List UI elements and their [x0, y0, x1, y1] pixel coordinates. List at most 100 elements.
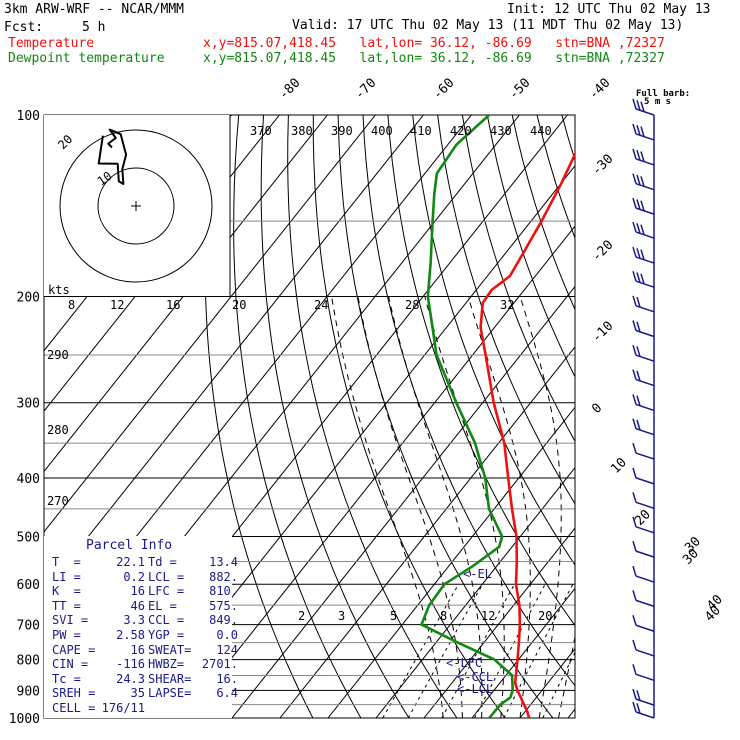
wind-barb-flag	[632, 197, 637, 209]
wind-barb	[632, 173, 655, 191]
dry-adiabat-line	[561, 115, 575, 162]
wind-barb-flag	[632, 394, 637, 405]
isotherm-label: -30	[589, 152, 616, 179]
dry-adiabat-line	[260, 115, 410, 718]
parcel-param-label: HWBZ=	[148, 657, 185, 672]
hodograph-ring	[59, 129, 213, 283]
parcel-info-row: T = 22.1 Td = 13.4	[52, 555, 238, 569]
parcel-info-title: Parcel Info	[86, 538, 173, 553]
wind-barb-shaft	[635, 207, 655, 215]
parcel-param-label: K =	[52, 584, 81, 599]
theta-label: 380	[291, 124, 313, 138]
wind-barb-shaft	[635, 280, 655, 288]
wind-barb-flag	[632, 270, 637, 282]
isotherm-line	[471, 587, 575, 718]
wind-barb-shaft	[635, 501, 655, 510]
wind-barb	[632, 701, 655, 719]
parcel-param-label: LI =	[52, 569, 81, 584]
parcel-param-value: 6.4	[216, 686, 238, 701]
theta-label: 370	[250, 124, 272, 138]
parcel-param-label: LCL =	[148, 569, 185, 584]
wind-barb-flag	[632, 701, 637, 713]
wind-barb-flag	[632, 221, 637, 233]
parcel-param-label: LFC =	[148, 584, 185, 599]
wind-barb	[632, 492, 655, 510]
forecast-label: Fcst:	[4, 20, 44, 35]
parcel-param-label: CAPE =	[52, 642, 96, 657]
wind-barb-flag	[636, 346, 641, 357]
pressure-tick-label: 1000	[9, 712, 40, 727]
wind-barb-flag	[632, 492, 637, 503]
wind-barb-flag	[636, 174, 641, 186]
temperature-location: x,y=815.07,418.45 lat,lon= 36.12, -86.69…	[203, 36, 665, 51]
parcel-info-row: CELL = 176/11	[52, 701, 238, 715]
wind-barb-shaft	[635, 158, 655, 166]
wind-barb	[632, 197, 655, 215]
wind-barb-shaft	[635, 329, 655, 338]
mixing-ratio-label: 12	[110, 298, 124, 312]
theta-label: 420	[450, 124, 472, 138]
wind-barb-flag	[632, 639, 637, 651]
wind-barb-flag	[636, 248, 641, 259]
parcel-param-label: SWEAT=	[148, 642, 192, 657]
wind-barb-shaft	[635, 108, 655, 116]
parcel-info-row: LI = 0.2 LCL = 882.	[52, 569, 238, 584]
wind-barb-flag	[640, 224, 645, 235]
wind-barb-flag	[640, 273, 645, 285]
wind-barb-shaft	[635, 624, 655, 632]
pressure-tick-label: 300	[17, 397, 40, 412]
parcel-param-label: T =	[52, 555, 81, 569]
theta-label: 410	[410, 124, 432, 138]
parcel-param-value: 13.4	[209, 555, 238, 569]
wind-barb-flag	[632, 173, 637, 184]
wind-barb-flag	[632, 565, 637, 577]
mixing-ratio-label: 16	[166, 298, 180, 312]
wind-barb	[632, 394, 655, 412]
wind-barb-flag	[636, 223, 641, 234]
mixing-ratio-label: 24	[314, 298, 328, 312]
dry-adiabat-line	[486, 115, 575, 378]
wind-barb-shaft	[635, 698, 655, 706]
barb-legend-label: Full barb:	[636, 89, 690, 99]
hodograph-units-label: kts	[48, 283, 70, 297]
dry-adiabat-line	[511, 115, 575, 311]
parcel-param-value: 22.1	[116, 555, 145, 569]
wind-barb-flag	[640, 200, 645, 211]
parcel-info-row: SREH = 35 LAPSE= 6.4	[52, 686, 238, 701]
wind-barb-flag	[636, 100, 641, 111]
isotherm-label: -80	[276, 76, 303, 103]
mixing-ratio-line	[441, 583, 515, 718]
parcel-param-value: 46	[130, 598, 145, 613]
wind-barb-flag	[632, 615, 637, 626]
wind-barb-flag	[640, 176, 645, 187]
wind-barb	[632, 98, 655, 116]
wind-barb-flag	[632, 418, 637, 429]
dry-adiabat-line	[287, 115, 458, 718]
theta-label: 280	[47, 423, 69, 437]
wind-barb-shaft	[635, 599, 655, 608]
moist-adiabat-line	[357, 296, 463, 718]
parcel-info-row: Tc = 24.3 SHEAR= 16.	[52, 672, 238, 686]
wind-barb-shaft	[635, 649, 655, 657]
pressure-tick-label: 200	[17, 291, 40, 306]
isotherm-label: -40	[586, 76, 613, 103]
model-title: 3km ARW-WRF -- NCAR/MMM	[4, 2, 185, 17]
wind-barb-flag	[636, 370, 641, 382]
wind-barb	[632, 320, 655, 338]
wind-barb-flag	[636, 690, 641, 701]
wind-barb	[632, 540, 655, 558]
theta-label: 400	[371, 124, 393, 138]
wind-barb-flag	[636, 296, 641, 308]
parcel-param-label: YGP =	[148, 628, 185, 642]
mixing-ratio-label: 3	[338, 609, 345, 623]
wind-barb-flag	[636, 150, 641, 161]
wind-barb-flag	[640, 249, 645, 260]
wind-barb	[632, 295, 655, 313]
isotherm-label: 10	[608, 455, 630, 477]
parcel-param-value: 849.	[209, 613, 238, 628]
wind-barb	[632, 442, 655, 460]
wind-barb	[632, 344, 655, 362]
dewpoint-legend: Dewpoint temperature	[8, 51, 165, 66]
parcel-param-value: 124	[216, 642, 238, 657]
mixing-ratio-label: 8	[440, 609, 447, 623]
